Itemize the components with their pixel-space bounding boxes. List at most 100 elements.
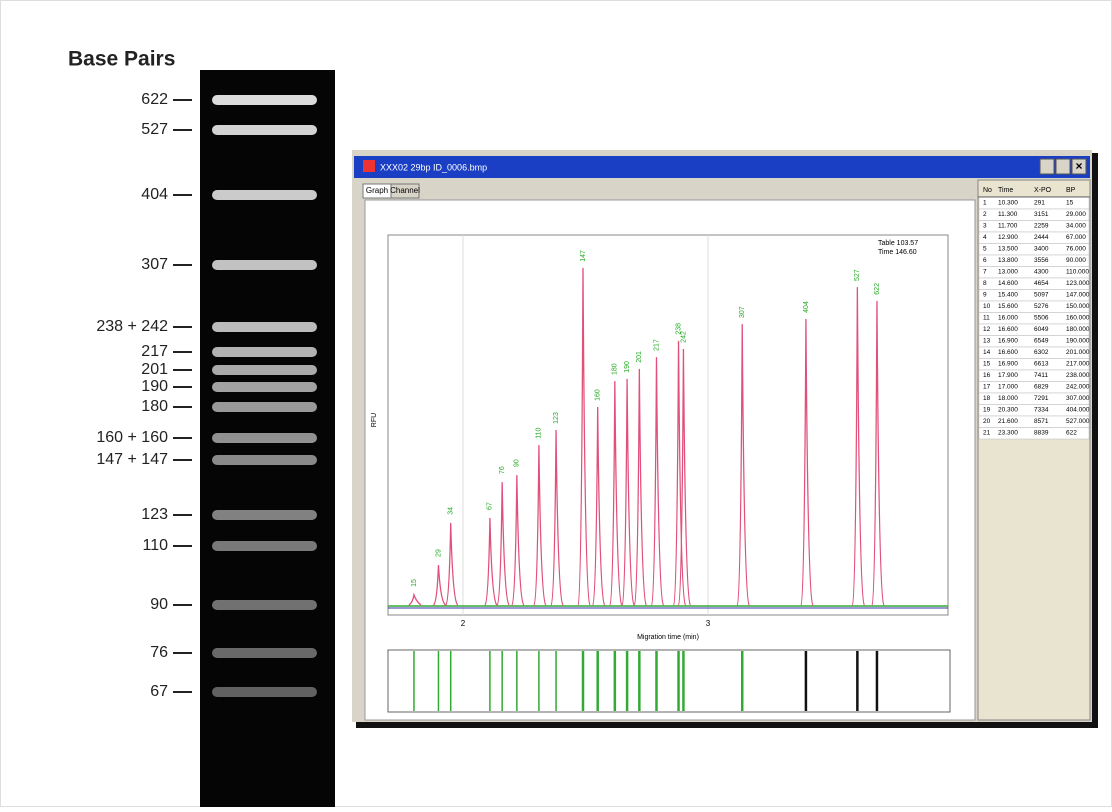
band: [212, 190, 317, 200]
table-cell: 8839: [1034, 430, 1049, 437]
app-icon: [363, 160, 375, 172]
band: [212, 687, 317, 697]
table-cell: 13: [983, 338, 991, 345]
table-cell: 16.000: [998, 315, 1018, 322]
peak-label: 527: [854, 269, 861, 281]
table-cell: 190.000: [1066, 338, 1090, 345]
table-cell: 12: [983, 326, 991, 333]
table-cell: 16.900: [998, 361, 1018, 368]
table-cell: 9: [983, 292, 987, 299]
peak-label: 34: [448, 507, 455, 515]
table-cell: 20.300: [998, 407, 1018, 414]
table-cell: 238.000: [1066, 372, 1090, 379]
table-cell: 11: [983, 315, 990, 322]
table-cell: 622: [1066, 430, 1077, 437]
table-cell: 20: [983, 418, 991, 425]
table-cell: 23.300: [998, 430, 1018, 437]
peak-label: 147: [580, 250, 587, 262]
table-cell: 10: [983, 303, 991, 310]
table-cell: 18: [983, 395, 991, 402]
table-cell: 15.400: [998, 292, 1018, 299]
table-cell: 4654: [1034, 280, 1049, 287]
band-label: 90: [150, 596, 168, 613]
table-cell: 14: [983, 349, 991, 356]
plot-note: Table 103.57: [878, 240, 918, 247]
table-cell: 2444: [1034, 234, 1049, 241]
table-cell: 19: [983, 407, 991, 414]
table-cell: 14.600: [998, 280, 1018, 287]
table-cell: 6: [983, 257, 987, 264]
table-header: X-PO: [1034, 187, 1052, 194]
table-cell: 8: [983, 280, 987, 287]
table-cell: 13.500: [998, 246, 1018, 253]
peak-label: 242: [680, 331, 687, 343]
peak-label: 123: [553, 412, 560, 424]
peak-label: 180: [612, 363, 619, 375]
band: [212, 433, 317, 443]
table-cell: 6613: [1034, 361, 1049, 368]
table-cell: 17.000: [998, 384, 1018, 391]
table-cell: 67.000: [1066, 234, 1086, 241]
table-cell: 5097: [1034, 292, 1049, 299]
band: [212, 402, 317, 412]
table-cell: 90.000: [1066, 257, 1086, 264]
table-cell: 10.300: [998, 200, 1018, 207]
table-cell: 527.000: [1066, 418, 1090, 425]
band-label: 180: [141, 398, 168, 415]
band-label: 147 + 147: [96, 451, 168, 468]
x-tick-label: 3: [706, 619, 711, 628]
table-cell: 6549: [1034, 338, 1049, 345]
band-label: 190: [141, 378, 168, 395]
band-label: 67: [150, 683, 168, 700]
band: [212, 347, 317, 357]
window-title: XXX02 29bp ID_0006.bmp: [380, 162, 487, 172]
band: [212, 648, 317, 658]
table-cell: 21.600: [998, 418, 1018, 425]
table-cell: 29.000: [1066, 211, 1086, 218]
table-cell: 307.000: [1066, 395, 1090, 402]
min-button[interactable]: [1040, 159, 1054, 174]
peak-label: 307: [739, 306, 746, 318]
peak-label: 90: [514, 459, 521, 467]
table-cell: 21: [983, 430, 991, 437]
band: [212, 260, 317, 270]
band: [212, 600, 317, 610]
table-cell: 404.000: [1066, 407, 1090, 414]
table-cell: 34.000: [1066, 223, 1086, 230]
band-label: 238 + 242: [96, 318, 168, 335]
table-header: Time: [998, 187, 1013, 194]
band-label: 110: [142, 537, 168, 554]
band-label: 527: [141, 121, 168, 138]
band: [212, 510, 317, 520]
close-x: ×: [1075, 159, 1082, 173]
table-cell: 4: [983, 234, 987, 241]
table-cell: 15: [1066, 200, 1074, 207]
table-header: No: [983, 187, 992, 194]
band-label: 201: [141, 361, 168, 378]
table-cell: 3: [983, 223, 987, 230]
max-button[interactable]: [1056, 159, 1070, 174]
peak-label: 622: [874, 283, 881, 295]
table-cell: 8571: [1034, 418, 1049, 425]
band: [212, 322, 317, 332]
band: [212, 365, 317, 375]
tab-label: Graph: [366, 186, 388, 195]
band-label: 404: [141, 186, 168, 203]
y-axis-label: RFU: [371, 413, 378, 427]
peak-label: 67: [487, 502, 494, 510]
gel-title: Base Pairs: [68, 48, 175, 71]
table-cell: 5506: [1034, 315, 1049, 322]
figure: Base Pairs XXX02 29bp ID_0006.bmp × 622 5…: [0, 0, 1112, 807]
table-cell: 13.000: [998, 269, 1018, 276]
table-cell: 76.000: [1066, 246, 1086, 253]
band-label: 76: [150, 644, 168, 661]
band: [212, 541, 317, 551]
table-cell: 291: [1034, 200, 1045, 207]
table-cell: 150.000: [1066, 303, 1090, 310]
table-cell: 16: [983, 372, 991, 379]
table-cell: 217.000: [1066, 361, 1090, 368]
plot-area: [388, 235, 948, 615]
table-cell: 6829: [1034, 384, 1049, 391]
plot-note: Time 146.60: [878, 249, 917, 256]
table-cell: 123.000: [1066, 280, 1090, 287]
